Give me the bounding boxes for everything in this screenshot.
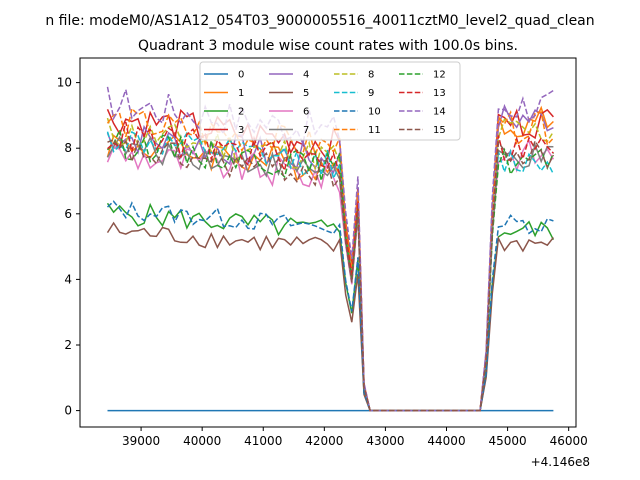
legend-label-13: 13 [433, 88, 446, 99]
plot-frame [79, 57, 577, 428]
x-tick-label: 41000 [244, 434, 282, 448]
legend-label-4: 4 [303, 70, 309, 81]
series-line-5 [106, 221, 554, 412]
legend-label-9: 9 [368, 88, 374, 99]
legend-label-8: 8 [368, 70, 374, 81]
series-line-15 [107, 138, 555, 412]
x-tick-label: 46000 [550, 434, 588, 448]
x-tick-label: 43000 [366, 434, 404, 448]
legend-label-10: 10 [368, 107, 381, 118]
legend-label-0: 0 [238, 70, 244, 81]
y-tick-label: 8 [64, 141, 72, 155]
x-tick-label: 39000 [122, 434, 160, 448]
y-tick-label: 4 [64, 272, 72, 286]
x-tick-label: 40000 [183, 434, 221, 448]
x-axis: 39000 40000 41000 42000 43000 44000 45000 46000 [122, 427, 588, 448]
legend-label-12: 12 [433, 70, 446, 81]
legend-label-14: 14 [433, 107, 446, 118]
x-tick-label: 42000 [305, 434, 343, 448]
legend-label-15: 15 [433, 125, 446, 136]
legend-label-1: 1 [238, 88, 244, 99]
x-tick-label: 45000 [488, 434, 526, 448]
y-tick-label: 2 [64, 338, 72, 352]
y-tick-label: 6 [64, 207, 72, 221]
legend-label-11: 11 [368, 125, 381, 136]
legend-label-2: 2 [238, 107, 244, 118]
chart-title: Quadrant 3 module wise count rates with … [138, 38, 518, 54]
legend-label-7: 7 [303, 125, 309, 136]
x-offset-label: +4.146e8 [531, 455, 590, 469]
y-tick-label: 0 [64, 404, 72, 418]
chart-suptitle: n file: modeM0/AS1A12_054T03_9000005516_… [45, 13, 594, 29]
legend-label-6: 6 [303, 107, 309, 118]
x-tick-label: 44000 [427, 434, 465, 448]
legend-box [199, 61, 461, 141]
legend-label-5: 5 [303, 88, 309, 99]
legend-label-3: 3 [238, 125, 244, 136]
y-tick-label: 10 [57, 76, 72, 90]
y-axis: 0 2 4 6 8 10 [57, 76, 80, 418]
